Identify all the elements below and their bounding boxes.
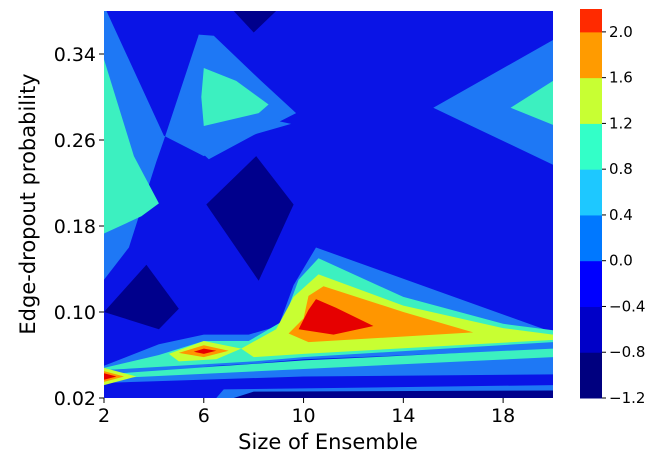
colorbar-tick-label: −1.2 bbox=[609, 389, 645, 407]
x-axis-title: Size of Ensemble bbox=[238, 430, 418, 454]
contour-region-lower-yellow-band bbox=[266, 336, 553, 353]
contour-region-upper-right-light bbox=[433, 40, 553, 165]
colorbar: −1.2 −0.8 −0.4 0.0 0.4 0.8 1.2 1.6 2.0 bbox=[580, 9, 645, 407]
x-tick-label: 6 bbox=[198, 405, 210, 427]
x-tick-label: 10 bbox=[291, 405, 315, 427]
contour-region-middle-dark-diamond bbox=[206, 156, 294, 281]
colorbar-tick-label: 0.8 bbox=[609, 160, 633, 178]
y-tick-label: 0.10 bbox=[54, 302, 96, 324]
contour-region-lower-cyan-band bbox=[104, 348, 553, 379]
contour-region-x2-red bbox=[104, 373, 117, 380]
colorbar-band bbox=[580, 123, 602, 170]
colorbar-tick-label: 1.2 bbox=[609, 114, 633, 132]
colorbar-band bbox=[580, 77, 602, 124]
colorbar-band bbox=[580, 169, 602, 216]
contour-regions bbox=[104, 11, 553, 398]
contour-region-upper-right-cyan bbox=[510, 80, 553, 125]
contour-region-top-dark-notch bbox=[233, 11, 277, 33]
contour-region-x6-red bbox=[193, 348, 217, 354]
contour-region-left-dark-triangle bbox=[104, 264, 179, 330]
colorbar-tick-label: −0.8 bbox=[609, 343, 645, 361]
colorbar-tick-label: 2.0 bbox=[609, 23, 633, 41]
contour-region-peak-red bbox=[298, 299, 374, 335]
colorbar-band bbox=[580, 260, 602, 307]
y-tick-label: 0.02 bbox=[54, 388, 96, 410]
colorbar-tick-label: 1.6 bbox=[609, 69, 633, 87]
contour-region-left-cyan-lobe bbox=[104, 59, 159, 234]
colorbar-band bbox=[580, 9, 602, 33]
colorbar-band bbox=[580, 31, 602, 79]
y-tick-label: 0.18 bbox=[54, 216, 96, 238]
x-tick-label: 2 bbox=[98, 405, 110, 427]
contour-region-bottom-dark-strip bbox=[104, 390, 553, 398]
x-axis: 2 6 10 14 18 bbox=[98, 398, 515, 427]
colorbar-tick-label: 0.4 bbox=[609, 206, 633, 224]
y-tick-label: 0.26 bbox=[54, 130, 96, 152]
x-tick-label: 14 bbox=[391, 405, 415, 427]
colorbar-band bbox=[580, 352, 602, 399]
colorbar-band bbox=[580, 306, 602, 353]
contour-region-upper-middle-cyan bbox=[201, 68, 269, 126]
colorbar-band bbox=[580, 214, 602, 262]
y-axis-title: Edge-dropout probability bbox=[16, 73, 40, 334]
y-axis: 0.02 0.10 0.18 0.26 0.34 bbox=[54, 44, 104, 410]
y-tick-label: 0.34 bbox=[54, 44, 96, 66]
colorbar-tick-label: −0.4 bbox=[609, 297, 645, 315]
x-tick-label: 18 bbox=[491, 405, 515, 427]
colorbar-tick-label: 0.0 bbox=[609, 252, 633, 270]
